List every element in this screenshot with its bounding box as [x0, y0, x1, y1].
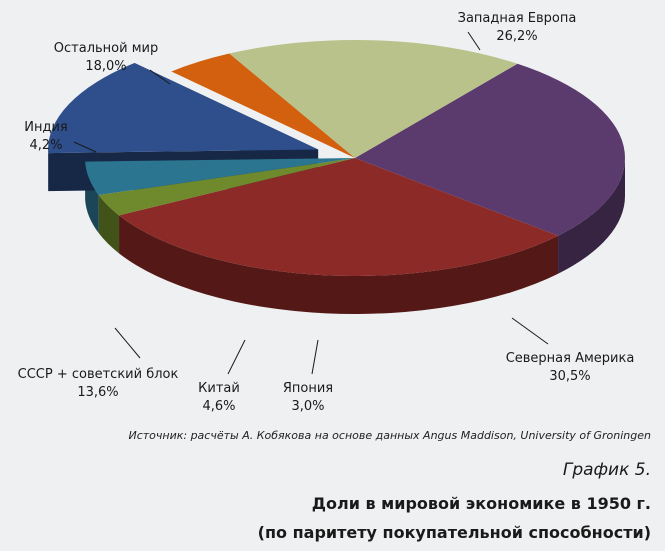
leader-line-north-america	[511, 317, 549, 345]
label-value-india: 4,2%	[29, 138, 62, 153]
pie-chart: Западная Европа 26,2% Северная Америка 30,5…	[18, 11, 635, 414]
slice-india	[171, 53, 355, 159]
source-note: Источник: расчёты А. Кобякова на основе …	[128, 429, 651, 442]
slice-western-europe	[355, 63, 626, 236]
label-name-rest-of-world: Остальной мир	[54, 41, 158, 56]
slice-ussr-bloc	[48, 62, 319, 154]
label-name-china: Китай	[198, 381, 240, 396]
label-name-india: Индия	[24, 120, 67, 135]
label-value-rest-of-world: 18,0%	[85, 59, 126, 74]
leader-line-china	[227, 339, 246, 375]
label-name-western-europe: Западная Европа	[458, 11, 577, 26]
label-value-japan: 3,0%	[291, 399, 324, 414]
label-value-western-europe: 26,2%	[496, 29, 537, 44]
leader-line-japan	[311, 339, 319, 375]
chart-title-line1: Доли в мировой экономике в 1950 г.	[311, 494, 651, 513]
chart-subtitle: (по паритету покупательной способности)	[257, 523, 651, 542]
leader-line-india	[73, 141, 97, 153]
leader-line-western-europe	[467, 31, 481, 51]
slice-side-western-europe	[558, 158, 625, 274]
label-value-china: 4,6%	[202, 399, 235, 414]
slice-north-america	[119, 158, 559, 276]
label-value-ussr-bloc: 13,6%	[77, 385, 118, 400]
figure-number: График 5.	[562, 460, 651, 480]
chart-title: Доли в мировой экономике в 1950 г. (по п…	[258, 489, 651, 547]
slice-japan	[98, 158, 356, 216]
label-name-ussr-bloc: СССР + советский блок	[18, 367, 179, 382]
slice-rest-of-world	[229, 39, 518, 158]
leader-line-ussr-bloc	[114, 327, 141, 359]
slice-china	[85, 158, 356, 196]
label-value-north-america: 30,5%	[549, 369, 590, 384]
slice-labels: Западная Европа 26,2% Северная Америка 30,5…	[18, 11, 635, 414]
label-name-north-america: Северная Америка	[506, 351, 635, 366]
leader-line-rest-of-world	[149, 69, 171, 85]
slice-side-north-america	[119, 215, 559, 314]
slice-side-japan	[98, 195, 120, 254]
label-name-japan: Япония	[283, 381, 333, 396]
pie-tops	[48, 39, 626, 276]
